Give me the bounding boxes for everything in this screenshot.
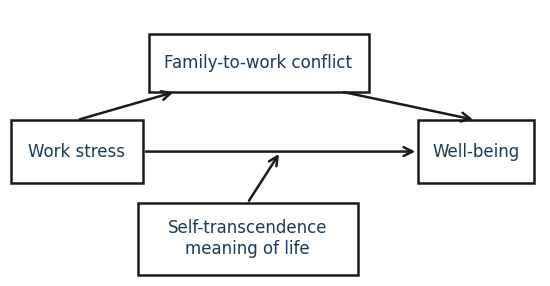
Text: Well-being: Well-being xyxy=(432,143,519,160)
Text: Family-to-work conflict: Family-to-work conflict xyxy=(164,54,353,72)
FancyBboxPatch shape xyxy=(418,120,534,183)
Text: Work stress: Work stress xyxy=(29,143,125,160)
FancyBboxPatch shape xyxy=(138,203,358,275)
FancyBboxPatch shape xyxy=(11,120,143,183)
Text: Self-transcendence
meaning of life: Self-transcendence meaning of life xyxy=(168,219,327,258)
FancyBboxPatch shape xyxy=(148,34,368,92)
